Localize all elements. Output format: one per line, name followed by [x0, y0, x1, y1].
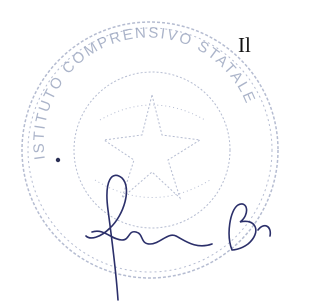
ink-dot [56, 158, 60, 162]
stamp-text-path: ISTITUTO COMPRENSIVO STATALE [31, 24, 259, 160]
stamp-emblem [104, 95, 200, 198]
page: ISTITUTO COMPRENSIVO STATALE Il (() => {… [0, 0, 280, 307]
stamp-wreath [95, 105, 210, 198]
stamp-outer-ring [22, 22, 278, 278]
stamp-text: ISTITUTO COMPRENSIVO STATALE [31, 24, 259, 160]
stamp [22, 22, 278, 278]
signature-stroke [229, 204, 270, 250]
heading: Il [238, 33, 251, 57]
signature-stroke [86, 175, 126, 300]
scan: ISTITUTO COMPRENSIVO STATALE Il [0, 0, 280, 307]
signature-stroke [92, 231, 212, 246]
